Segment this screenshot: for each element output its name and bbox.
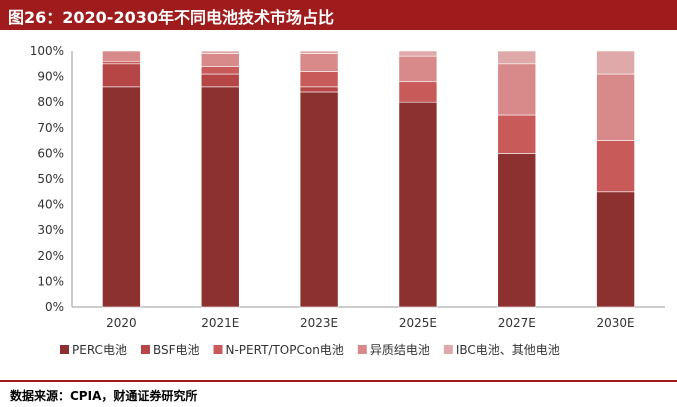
x-tick-label: 2020 bbox=[106, 316, 137, 330]
y-tick-label: 10% bbox=[37, 274, 64, 288]
plot-area: 0% 10% 20% 30% 40% 50% 60% 70% 80% 90% 100% 2020 202… bbox=[30, 44, 665, 357]
legend-label-4: IBC电池、其他电池 bbox=[456, 343, 560, 357]
bar-segment-5-3 bbox=[596, 73, 635, 141]
legend-swatch-4 bbox=[443, 345, 453, 354]
bar-segment-1-0 bbox=[200, 86, 240, 308]
figure-title-bar: 图26：2020-2030年不同电池技术市场占比 bbox=[0, 0, 677, 30]
bar-segment-0-2 bbox=[102, 60, 141, 65]
x-tick-label: 2027E bbox=[498, 316, 536, 330]
y-tick-label: 50% bbox=[37, 172, 64, 186]
y-tick-label: 100% bbox=[30, 44, 64, 58]
bar-segment-4-3 bbox=[497, 63, 537, 116]
bar-segment-0-3 bbox=[102, 50, 141, 62]
bar-segment-2-1 bbox=[299, 86, 339, 93]
y-tick-label: 40% bbox=[37, 198, 64, 212]
stacked-bar-chart: 0% 10% 20% 30% 40% 50% 60% 70% 80% 90% 100% 2020 202… bbox=[0, 36, 677, 374]
bar-segment-2-4 bbox=[299, 50, 339, 54]
legend-swatch-2 bbox=[213, 345, 223, 354]
bar-segment-4-4 bbox=[497, 50, 537, 65]
legend-label-3: 异质结电池 bbox=[370, 343, 430, 357]
bar-segment-5-4 bbox=[596, 50, 635, 75]
bar-segment-5-2 bbox=[596, 140, 635, 193]
bar-segment-2-3 bbox=[299, 53, 339, 72]
bar-segment-4-0 bbox=[497, 153, 537, 308]
y-tick-label: 60% bbox=[37, 146, 64, 160]
bar-segment-2-2 bbox=[299, 71, 339, 88]
chart-svg: 0% 10% 20% 30% 40% 50% 60% 70% 80% 90% 100% 2020 202… bbox=[30, 44, 665, 357]
y-tick-label: 20% bbox=[37, 249, 64, 263]
source-note: 数据来源：CPIA，财通证券研究所 bbox=[10, 389, 198, 403]
y-tick-label: 80% bbox=[37, 95, 64, 109]
bar-segment-1-1 bbox=[200, 73, 240, 88]
y-tick-label: 0% bbox=[45, 300, 64, 314]
bar-segment-3-3 bbox=[398, 55, 438, 83]
bar-segment-4-2 bbox=[497, 114, 537, 154]
bar-segment-1-4 bbox=[200, 50, 240, 54]
x-tick-label: 2025E bbox=[399, 316, 437, 330]
legend-swatch-3 bbox=[357, 345, 367, 354]
x-tick-label: 2030E bbox=[597, 316, 635, 330]
x-tick-label: 2023E bbox=[300, 316, 338, 330]
y-tick-label: 90% bbox=[37, 70, 64, 84]
bar-segment-5-0 bbox=[596, 191, 635, 308]
y-tick-label: 30% bbox=[37, 223, 64, 237]
figure-title: 图26：2020-2030年不同电池技术市场占比 bbox=[8, 8, 334, 27]
source-divider bbox=[0, 380, 677, 382]
legend-swatch-1 bbox=[140, 345, 150, 354]
x-tick-label: 2021E bbox=[201, 316, 239, 330]
bar-segment-3-2 bbox=[398, 81, 438, 103]
legend-label-2: N-PERT/TOPCon电池 bbox=[226, 343, 344, 357]
legend-label-1: BSF电池 bbox=[153, 343, 200, 357]
bar-segment-3-0 bbox=[398, 101, 438, 308]
bar-segment-0-1 bbox=[102, 63, 141, 88]
legend-label-0: PERC电池 bbox=[72, 343, 127, 357]
bar-segment-3-4 bbox=[398, 50, 438, 57]
bar-segment-0-0 bbox=[102, 86, 141, 308]
legend-swatch-0 bbox=[60, 345, 69, 354]
bar-segment-1-3 bbox=[200, 53, 240, 67]
y-tick-label: 70% bbox=[37, 121, 64, 135]
bar-segment-1-2 bbox=[200, 66, 240, 75]
bar-segment-2-0 bbox=[299, 91, 339, 308]
